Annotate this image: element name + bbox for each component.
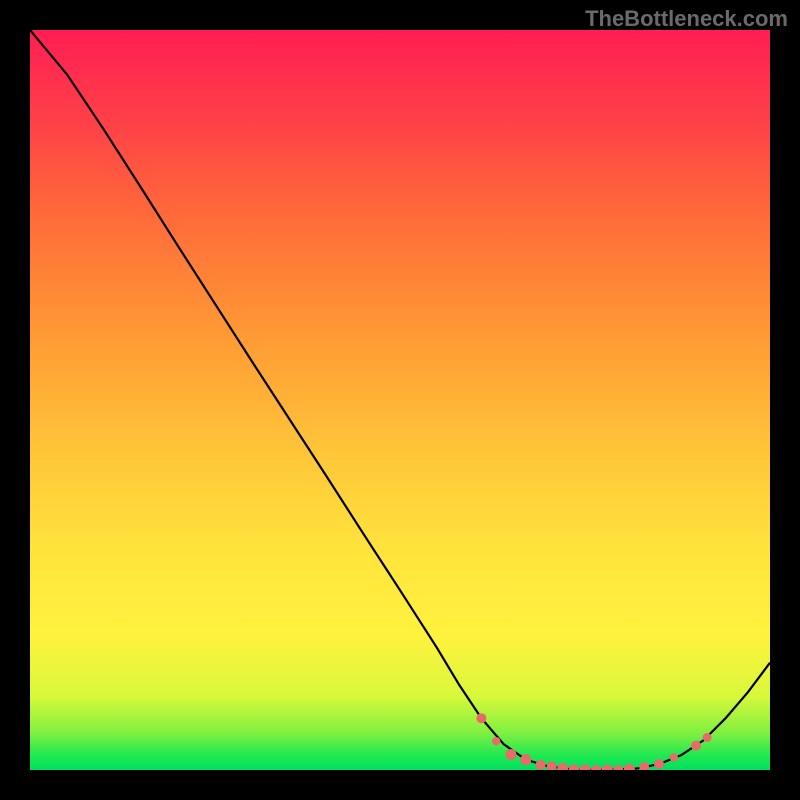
marker-point — [670, 753, 678, 761]
marker-point — [536, 760, 546, 770]
marker-point — [691, 741, 701, 751]
gradient-background — [30, 30, 770, 770]
plot-area — [30, 30, 770, 770]
marker-point — [476, 713, 486, 723]
marker-point — [492, 737, 500, 745]
marker-point — [654, 759, 664, 769]
figure-container: TheBottleneck.com — [0, 0, 800, 800]
marker-point — [506, 749, 517, 760]
watermark-text: TheBottleneck.com — [585, 6, 788, 32]
marker-point — [703, 733, 712, 742]
marker-point — [520, 754, 531, 765]
plot-svg — [30, 30, 770, 770]
